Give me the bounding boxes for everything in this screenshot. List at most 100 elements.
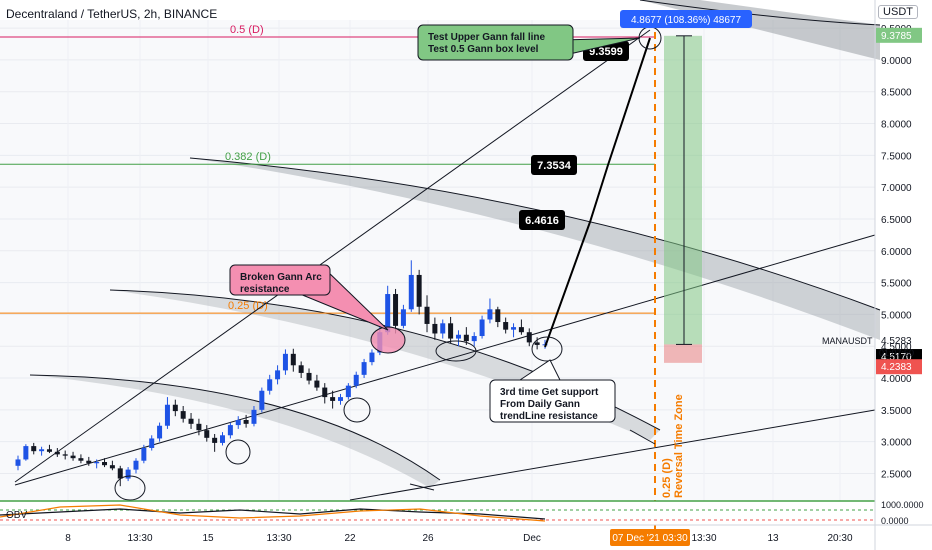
current-price-label: 4.5283: [881, 336, 912, 347]
test-upper-note-text: Test 0.5 Gann box level: [428, 44, 539, 55]
candle-body: [23, 446, 29, 460]
x-tick-label: 13:30: [266, 533, 291, 544]
candle-body: [432, 323, 438, 334]
plot-area: [0, 20, 875, 500]
candle-body: [518, 327, 524, 333]
candle-body: [54, 451, 60, 455]
candle-body: [424, 306, 430, 324]
x-tick-label: 22: [344, 533, 356, 544]
candle-body: [94, 461, 100, 464]
y-tick-label: 7.5000: [881, 151, 912, 162]
candle-body: [416, 274, 422, 307]
candle-body: [70, 455, 76, 459]
reversal-label: 0.25 (D): [661, 458, 673, 498]
loss-zone: [664, 344, 702, 363]
y-tick-label: 7.0000: [881, 183, 912, 194]
candle-body: [31, 446, 37, 452]
measure-label: 4.8677 (108.36%) 48677: [631, 15, 742, 26]
candle-body: [361, 362, 367, 375]
broken-arc-note-text: Broken Gann Arc: [240, 272, 322, 283]
candle-body: [503, 322, 509, 330]
candle-body: [330, 397, 336, 401]
candle-body: [385, 294, 391, 333]
y-tick-label: 5.0000: [881, 310, 912, 321]
candle-body: [471, 336, 477, 342]
x-tick-label: Dec: [523, 533, 541, 544]
candle-body: [109, 465, 115, 469]
candle-body: [235, 420, 241, 426]
y-tick-label: 4.5000: [881, 342, 912, 353]
support-note-text: 3rd time Get support: [500, 387, 599, 398]
candle-body: [141, 448, 147, 461]
price-tag-label: 4.5170: [881, 352, 912, 363]
x-tick-label: 26: [422, 533, 434, 544]
support-note-text: trendLine resistance: [500, 411, 598, 422]
arc-arrow: [409, 483, 435, 491]
candle-body: [220, 435, 226, 443]
candle-body: [463, 334, 469, 342]
support-ellipse: [114, 475, 146, 501]
projection-path: [544, 37, 651, 348]
candle-body: [455, 334, 461, 339]
y-tick-label: 6.0000: [881, 247, 912, 258]
candle-body: [259, 390, 265, 410]
x-tick-label: 15: [202, 533, 214, 544]
obv-signal: [0, 504, 546, 522]
x-tick-label: 13:30: [127, 533, 152, 544]
candle-body: [15, 459, 21, 466]
reversal-label-group: 0.25 (D) Reversal Time Zone: [661, 394, 685, 498]
price-tag-box: [876, 359, 922, 375]
candle-body: [345, 385, 351, 398]
candle-body: [337, 397, 343, 401]
broken-arc-note-text: resistance: [240, 284, 290, 295]
candle-body: [172, 404, 178, 412]
support-ellipse: [225, 439, 251, 465]
y-tick-label: 4.0000: [881, 374, 912, 385]
y-tick-label: 8.5000: [881, 88, 912, 99]
candle-body: [188, 418, 194, 424]
candle-body: [243, 420, 249, 424]
candle-body: [369, 352, 375, 363]
candle-body: [322, 387, 328, 398]
candle-body: [290, 353, 296, 366]
y-tick-label: 5.5000: [881, 279, 912, 290]
candle-body: [487, 309, 493, 320]
projection-value-label: 6.4616: [525, 215, 559, 227]
candle-body: [353, 374, 359, 386]
price-tag-box: [876, 27, 922, 43]
fib-level-label: 0.382 (D): [225, 151, 271, 163]
candle-body: [282, 353, 288, 371]
candle-body: [306, 372, 312, 381]
x-tick-label: 20:30: [827, 533, 852, 544]
candle-body: [204, 430, 210, 438]
candle-body: [46, 449, 52, 452]
x-tick-label: 13: [767, 533, 779, 544]
projection-value-box: [531, 155, 577, 175]
support-ellipse: [370, 326, 406, 354]
candle-body: [102, 461, 108, 466]
gann-trend-line: [349, 409, 876, 501]
candle-body: [393, 294, 399, 326]
chart-title: Decentraland / TetherUS, 2h, BINANCE: [6, 7, 218, 21]
candle-body: [117, 468, 123, 479]
test-upper-note-box: [417, 24, 574, 61]
candle-body: [448, 323, 454, 339]
candle-body: [511, 327, 517, 330]
candle-body: [298, 365, 304, 373]
candle-body: [164, 404, 170, 426]
unit-label[interactable]: USDT: [878, 5, 918, 19]
x-tick-label: 13:30: [691, 533, 716, 544]
candle-body: [267, 379, 273, 391]
obv-tick: 0.0000: [881, 516, 909, 526]
gann-band-bottom: [30, 375, 440, 488]
support-note-box: [489, 379, 616, 423]
y-tick-label: 3.0000: [881, 438, 912, 449]
support-ellipse: [531, 336, 563, 362]
candle-body: [251, 409, 257, 424]
candle-body: [526, 332, 532, 343]
y-tick-label: 6.5000: [881, 215, 912, 226]
candle-body: [212, 437, 218, 443]
x-highlight-label: 07 Dec '21 03:30: [612, 533, 688, 544]
x-highlight-box: [610, 529, 690, 546]
